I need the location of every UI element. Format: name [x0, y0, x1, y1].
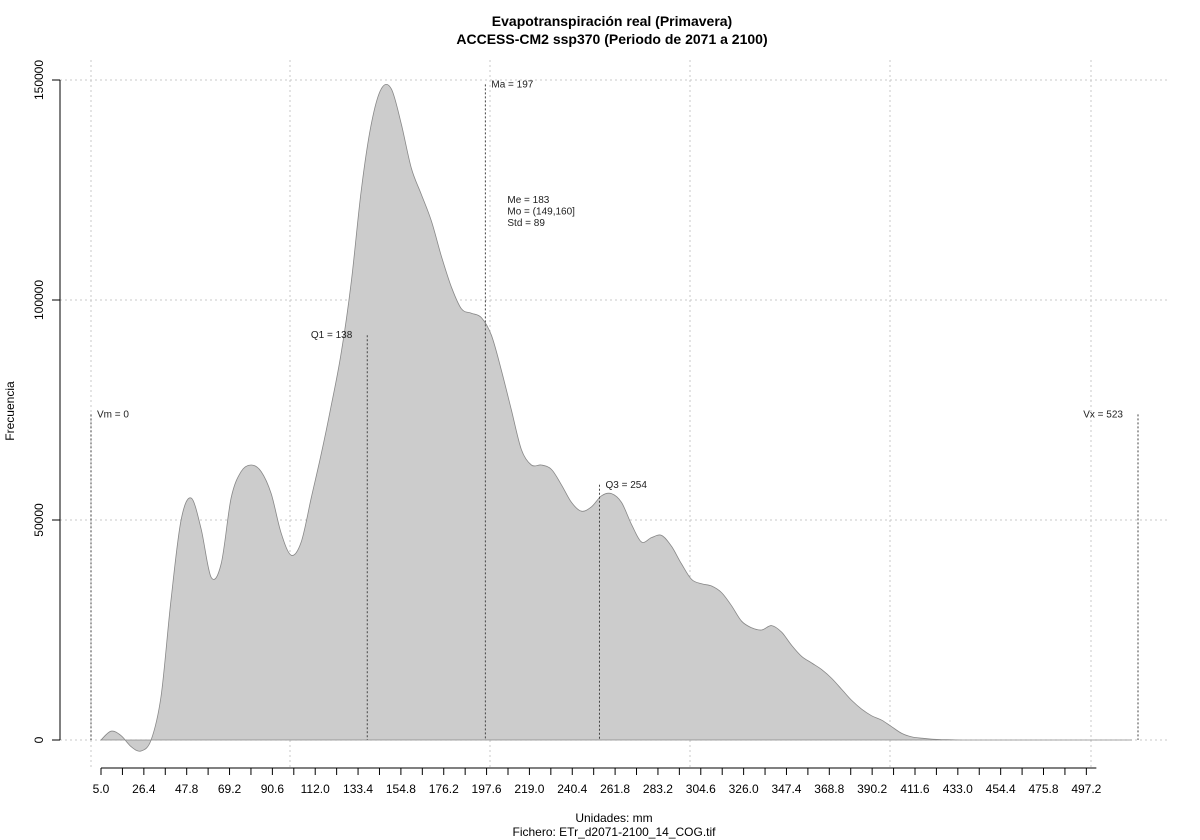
y-axis-label: Frecuencia — [3, 381, 17, 441]
x-tick-label: 69.2 — [218, 782, 242, 796]
x-tick-label: 90.6 — [261, 782, 285, 796]
y-tick-label: 150000 — [32, 60, 46, 100]
x-tick-label: 154.8 — [386, 782, 416, 796]
chart-title: Evapotranspiración real (Primavera) — [492, 13, 732, 29]
chart-subtitle: ACCESS-CM2 ssp370 (Periodo de 2071 a 210… — [456, 31, 767, 47]
y-tick-label: 50000 — [32, 503, 46, 537]
x-tick-label: 133.4 — [343, 782, 373, 796]
x-tick-label: 176.2 — [429, 782, 459, 796]
x-tick-label: 390.2 — [857, 782, 887, 796]
reference-lines: Vm = 0 Q1 = 138 Ma = 197 Q3 = 254 Vx = 523 — [90, 79, 1139, 740]
reference-line-label: Vm = 0 — [97, 409, 129, 420]
reference-line-label: Q3 = 254 — [605, 480, 647, 491]
x-tick-label: 454.4 — [986, 782, 1016, 796]
x-tick-label: 497.2 — [1071, 782, 1101, 796]
x-axis: 5.0 26.4 47.8 69.2 90.6 112.0 133.4 154.8 176.2 1… — [93, 767, 1102, 796]
x-tick-label: 5.0 — [93, 782, 110, 796]
x-tick-label: 433.0 — [943, 782, 973, 796]
x-tick-label: 326.0 — [729, 782, 759, 796]
x-tick-label: 47.8 — [175, 782, 199, 796]
x-tick-label: 304.6 — [686, 782, 716, 796]
y-tick-label: 100000 — [32, 280, 46, 320]
density-area — [99, 83, 1132, 752]
reference-line-label: Vx = 523 — [1083, 409, 1123, 420]
x-tick-label: 411.6 — [900, 782, 929, 796]
x-tick-label: 219.0 — [514, 782, 544, 796]
y-axis: 0 50000 100000 150000 — [32, 60, 61, 743]
x-tick-label: 283.2 — [643, 782, 673, 796]
x-tick-label: 197.6 — [472, 782, 502, 796]
x-tick-label: 240.4 — [557, 782, 587, 796]
x-tick-label: 475.8 — [1028, 782, 1058, 796]
y-tick-label: 0 — [32, 736, 46, 743]
reference-line-label: Ma = 197 — [491, 79, 533, 90]
x-axis-source-file: Fichero: ETr_d2071-2100_14_COG.tif — [513, 825, 717, 839]
x-tick-label: 26.4 — [132, 782, 156, 796]
x-tick-label: 368.8 — [814, 782, 844, 796]
stats-annotation-line: Std = 89 — [507, 218, 545, 229]
x-axis-label: Unidades: mm — [575, 811, 652, 825]
stats-annotation-line: Mo = (149,160] — [507, 207, 575, 218]
x-tick-label: 112.0 — [301, 782, 330, 796]
reference-line-label: Q1 = 138 — [311, 330, 353, 341]
stats-annotation-line: Me = 183 — [507, 195, 549, 206]
x-tick-label: 347.4 — [771, 782, 801, 796]
x-tick-label: 261.8 — [600, 782, 630, 796]
